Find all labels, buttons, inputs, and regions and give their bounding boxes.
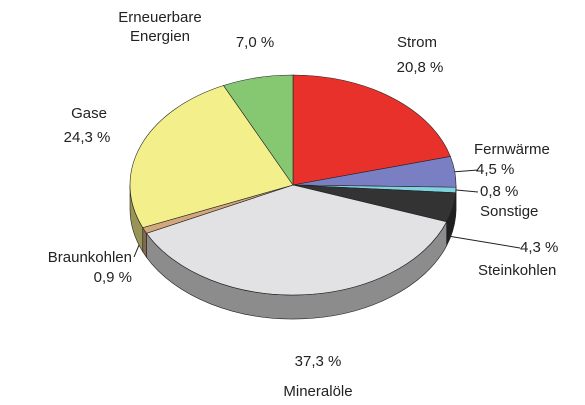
slice-label: Fernwärme [474, 141, 550, 158]
value-label: 7,0 % [236, 34, 274, 51]
slice [292, 74, 451, 186]
value-label: 0,9 % [94, 269, 132, 286]
slice-label: Steinkohlen [478, 262, 556, 279]
value-label: 37,3 % [295, 353, 342, 370]
leader-line [451, 169, 479, 173]
leader-line [447, 235, 521, 249]
value-label: 4,5 % [476, 161, 514, 178]
slice-label: Mineralöle [283, 383, 352, 400]
value-label: 0,8 % [480, 183, 518, 200]
slice [146, 184, 448, 296]
value-label: 20,8 % [397, 59, 444, 76]
slice-label: Gase [71, 105, 107, 122]
slice [129, 85, 294, 228]
slice [223, 74, 294, 186]
value-label: 24,3 % [64, 129, 111, 146]
slice-label: Sonstige [480, 203, 538, 220]
slice-label: Erneuerbare Energien [118, 9, 202, 45]
slice-label: Braunkohlen [48, 249, 132, 266]
value-label: 4,3 % [520, 239, 558, 256]
leader-line [455, 189, 479, 193]
slice-label: Strom [397, 34, 437, 51]
